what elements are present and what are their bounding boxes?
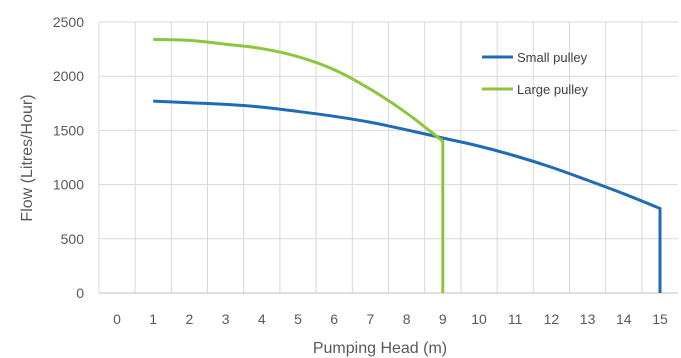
- x-tick-label: 0: [113, 311, 121, 327]
- x-tick-labels: 0 1 2 3 4 5 6 7 8 9 10 11 12 13 14 15: [113, 311, 668, 327]
- grid-lines: [98, 21, 678, 294]
- x-tick-label: 1: [149, 311, 157, 327]
- x-tick-label: 4: [258, 311, 266, 327]
- x-tick-label: 2: [186, 311, 194, 327]
- x-tick-label: 5: [294, 311, 302, 327]
- x-tick-label: 13: [580, 311, 596, 327]
- legend: Small pulley Large pulley: [482, 50, 588, 97]
- x-tick-label: 10: [471, 311, 487, 327]
- x-tick-label: 15: [652, 311, 668, 327]
- y-tick-label: 500: [61, 231, 85, 247]
- x-tick-label: 14: [616, 311, 632, 327]
- series-line-small-pulley: [153, 99, 662, 293]
- series-line-large-pulley: [153, 37, 445, 293]
- y-tick-label: 1000: [53, 177, 84, 193]
- x-tick-label: 7: [367, 311, 375, 327]
- x-axis-title: Pumping Head (m): [313, 340, 447, 357]
- x-tick-label: 6: [330, 311, 338, 327]
- y-tick-label: 1500: [53, 122, 84, 138]
- y-tick-label: 2500: [53, 14, 84, 30]
- y-tick-labels: 0 500 1000 1500 2000 2500: [53, 14, 84, 301]
- x-tick-label: 9: [439, 311, 447, 327]
- x-tick-label: 12: [544, 311, 560, 327]
- y-tick-label: 2000: [53, 68, 84, 84]
- legend-label-small-pulley: Small pulley: [517, 50, 588, 65]
- y-tick-label: 0: [76, 285, 84, 301]
- x-tick-label: 3: [222, 311, 230, 327]
- x-tick-label: 8: [403, 311, 411, 327]
- x-tick-label: 11: [508, 311, 523, 327]
- y-axis-title: Flow (Litres/Hour): [19, 94, 36, 221]
- legend-label-large-pulley: Large pulley: [517, 82, 588, 97]
- series-lines: [153, 37, 662, 293]
